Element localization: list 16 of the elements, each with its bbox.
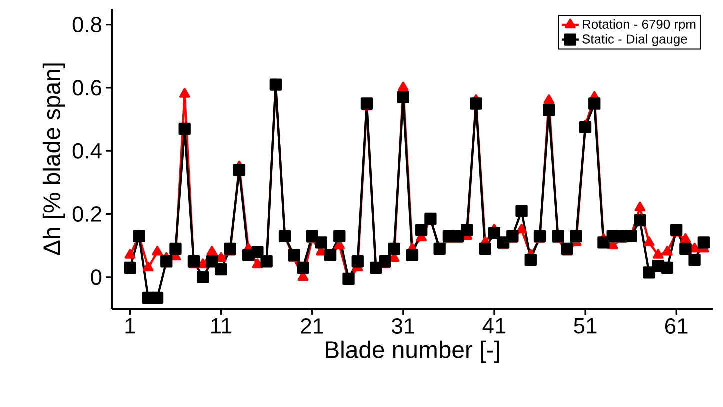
y-tick-label: 0.2 xyxy=(72,206,102,222)
y-tick-label: 0 xyxy=(91,270,102,286)
y-tick-label: 0.8 xyxy=(72,17,102,33)
y-tick-label: 0.4 xyxy=(72,143,102,159)
x-tick-label: 41 xyxy=(482,318,506,334)
y-axis-title: Δh [% blade span] xyxy=(42,64,66,256)
x-tick-label: 11 xyxy=(212,318,232,334)
x-axis-title: Blade number [-] xyxy=(326,340,500,364)
x-tick-label: 21 xyxy=(301,318,324,334)
x-tick-label: 61 xyxy=(666,318,688,334)
legend-label: Rotation - 6790 rpm xyxy=(583,19,696,32)
x-tick-label: 31 xyxy=(392,318,415,334)
x-tick-label: 1 xyxy=(126,318,136,334)
legend-label: Static - Dial gauge xyxy=(582,34,688,46)
x-tick-label: 51 xyxy=(574,318,597,334)
y-tick-label: 0.6 xyxy=(72,80,102,96)
